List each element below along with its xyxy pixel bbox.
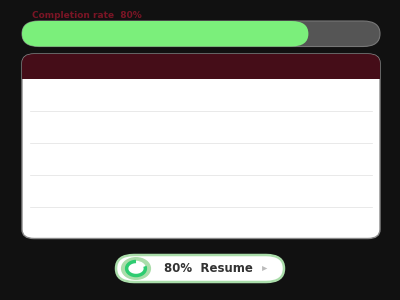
Polygon shape: [262, 266, 267, 271]
Circle shape: [122, 258, 150, 279]
Text: Completion rate  80%: Completion rate 80%: [32, 11, 142, 20]
Text: 4/6: 4/6: [351, 90, 368, 100]
Text: 5/6: 5/6: [351, 122, 368, 132]
Text: Quiz - Arthmetic Mathematics 2: Quiz - Arthmetic Mathematics 2: [38, 122, 204, 132]
Text: Status: Status: [292, 61, 328, 71]
Text: –: –: [307, 216, 313, 229]
Text: ✔: ✔: [305, 152, 315, 165]
FancyBboxPatch shape: [22, 21, 380, 46]
Text: Quiz - Arthmetic Mathematics 1: Quiz - Arthmetic Mathematics 1: [38, 90, 204, 100]
FancyBboxPatch shape: [22, 54, 380, 238]
Text: 6/6: 6/6: [351, 186, 368, 196]
FancyBboxPatch shape: [22, 54, 380, 79]
Circle shape: [127, 262, 145, 275]
Text: ✔: ✔: [305, 88, 315, 101]
Text: Quiz - Algebra 1: Quiz - Algebra 1: [38, 154, 122, 164]
Text: 5/6: 5/6: [351, 154, 368, 164]
Text: ✔: ✔: [305, 184, 315, 197]
Bar: [22, 67, 380, 79]
FancyBboxPatch shape: [22, 21, 308, 46]
Text: ✔: ✔: [305, 120, 315, 133]
Text: Quiz - Decimals and Percentages 1: Quiz - Decimals and Percentages 1: [38, 218, 220, 227]
Text: Score: Score: [337, 61, 368, 71]
FancyBboxPatch shape: [116, 255, 284, 282]
Text: 80%  Resume: 80% Resume: [164, 262, 252, 275]
Text: Homework: Homework: [38, 61, 98, 71]
Text: ?/6: ?/6: [352, 218, 368, 227]
Text: Quiz - Algebra 2: Quiz - Algebra 2: [38, 186, 122, 196]
